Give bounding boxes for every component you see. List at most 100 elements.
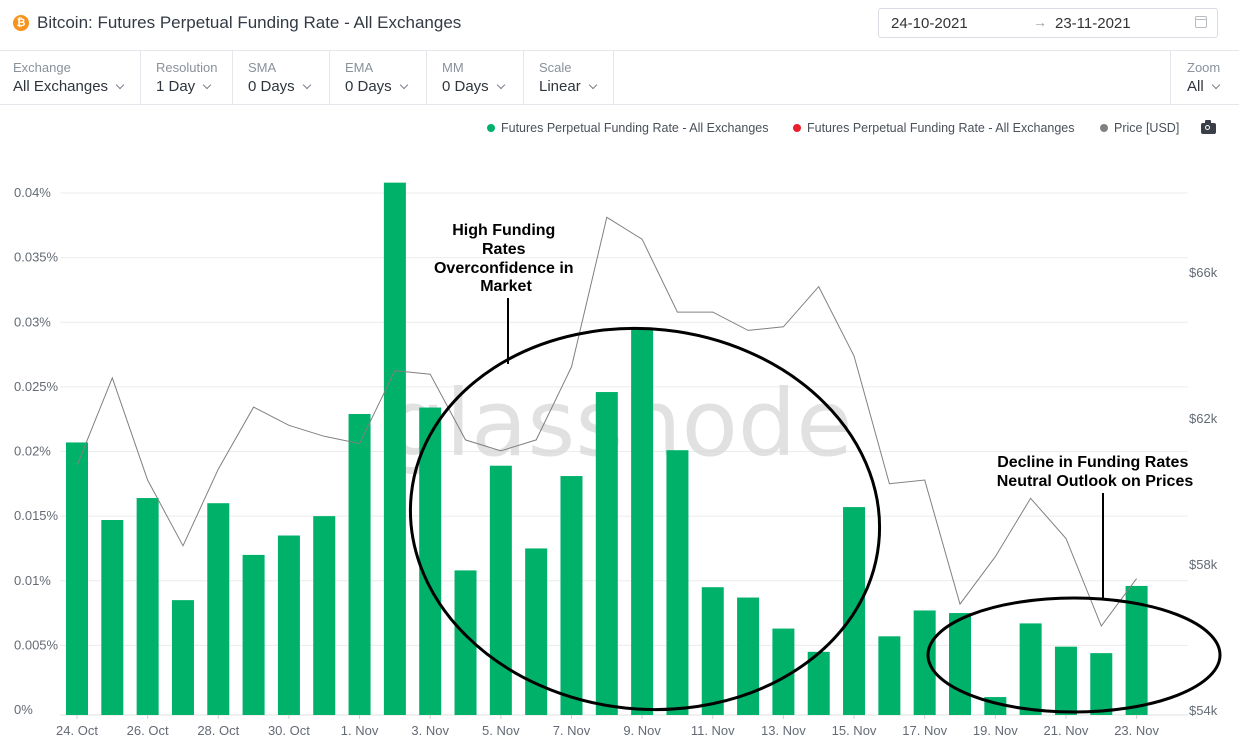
arrow-right-icon: → bbox=[1033, 14, 1047, 30]
annotation-ellipse bbox=[926, 596, 1222, 714]
annotation-line: Overconfidence in bbox=[434, 260, 574, 277]
sma-dropdown[interactable]: SMA 0 Days bbox=[233, 51, 330, 104]
y-right-tick-label: $62k bbox=[1189, 411, 1218, 426]
mm-value: 0 Days bbox=[442, 78, 489, 95]
legend-item-price[interactable]: Price [USD] bbox=[1100, 121, 1179, 135]
funding-rate-bar[interactable] bbox=[454, 570, 477, 715]
annotation-line: Decline in Funding Rates bbox=[997, 454, 1188, 471]
x-tick-label: 15. Nov bbox=[832, 723, 877, 738]
resolution-dropdown[interactable]: Resolution 1 Day bbox=[141, 51, 233, 104]
funding-rate-bar[interactable] bbox=[171, 600, 194, 715]
y-left-tick-label: 0.01% bbox=[14, 573, 51, 588]
funding-rate-bar[interactable] bbox=[101, 520, 124, 715]
funding-rate-bar[interactable] bbox=[666, 450, 689, 715]
resolution-value: 1 Day bbox=[156, 78, 196, 95]
funding-rate-bar[interactable] bbox=[701, 587, 724, 715]
date-end-input[interactable]: 23-11-2021 bbox=[1055, 15, 1131, 32]
funding-rate-bar[interactable] bbox=[207, 503, 230, 715]
funding-rate-bar[interactable] bbox=[1125, 585, 1148, 715]
funding-rate-bar[interactable] bbox=[913, 610, 936, 715]
camera-icon[interactable] bbox=[1201, 120, 1216, 134]
scale-dropdown[interactable]: Scale Linear bbox=[524, 51, 614, 104]
x-tick-label: 9. Nov bbox=[623, 723, 661, 738]
chart-controls: Exchange All Exchanges Resolution 1 Day … bbox=[0, 50, 1239, 105]
x-tick-label: 30. Oct bbox=[268, 723, 310, 738]
page-title: Bitcoin: Futures Perpetual Funding Rate … bbox=[37, 13, 462, 32]
x-tick-label: 23. Nov bbox=[1114, 723, 1159, 738]
x-tick-label: 24. Oct bbox=[56, 723, 98, 738]
legend-item-funding-positive[interactable]: Futures Perpetual Funding Rate - All Exc… bbox=[487, 121, 769, 135]
funding-rate-bar[interactable] bbox=[313, 516, 336, 715]
watermark: glassnode bbox=[387, 370, 853, 477]
y-left-tick-label: 0.02% bbox=[14, 444, 51, 459]
x-tick-label: 19. Nov bbox=[973, 723, 1018, 738]
exchange-value: All Exchanges bbox=[13, 78, 109, 95]
legend-label: Futures Perpetual Funding Rate - All Exc… bbox=[501, 121, 769, 135]
x-tick-label: 5. Nov bbox=[482, 723, 520, 738]
funding-rate-bar[interactable] bbox=[878, 636, 901, 715]
y-axis-left: 0% 0.005% 0.01% 0.015% 0.02% 0.025% 0.03% 0.035… bbox=[14, 185, 59, 717]
resolution-label: Resolution bbox=[156, 60, 218, 75]
scale-value: Linear bbox=[539, 78, 581, 95]
mm-dropdown[interactable]: MM 0 Days bbox=[427, 51, 524, 104]
ema-value: 0 Days bbox=[345, 78, 392, 95]
x-tick-label: 1. Nov bbox=[341, 723, 379, 738]
funding-rate-bar[interactable] bbox=[136, 498, 159, 715]
legend-item-funding-negative[interactable]: Futures Perpetual Funding Rate - All Exc… bbox=[793, 121, 1075, 135]
exchange-label: Exchange bbox=[13, 60, 71, 75]
svg-text:High Funding Rates: High Funding Rates Overconfidence in Mar… bbox=[434, 222, 578, 295]
funding-rate-bar[interactable] bbox=[807, 651, 830, 715]
annotation-line: Neutral Outlook on Prices bbox=[997, 473, 1194, 490]
x-tick-label: 3. Nov bbox=[411, 723, 449, 738]
date-range-picker[interactable]: 24-10-2021 → 23-11-2021 bbox=[878, 8, 1218, 38]
funding-rate-bar[interactable] bbox=[949, 613, 971, 715]
calendar-icon[interactable] bbox=[1195, 16, 1207, 28]
funding-rate-bar[interactable] bbox=[1090, 653, 1113, 715]
chart-legend: Futures Perpetual Funding Rate - All Exc… bbox=[0, 121, 1239, 139]
x-tick-label: 28. Oct bbox=[197, 723, 239, 738]
y-right-tick-label: $66k bbox=[1189, 265, 1218, 280]
x-tick-label: 11. Nov bbox=[691, 723, 735, 738]
legend-label: Futures Perpetual Funding Rate - All Exc… bbox=[807, 121, 1075, 135]
mm-label: MM bbox=[442, 60, 464, 75]
funding-rate-bar[interactable] bbox=[525, 548, 548, 715]
sma-label: SMA bbox=[248, 60, 277, 75]
zoom-dropdown[interactable]: Zoom All bbox=[1170, 51, 1239, 104]
bitcoin-icon: ₿ bbox=[13, 15, 29, 31]
zoom-value: All bbox=[1187, 78, 1204, 95]
date-start-input[interactable]: 24-10-2021 bbox=[891, 15, 968, 32]
funding-rate-bar[interactable] bbox=[560, 476, 583, 715]
funding-rate-bar[interactable] bbox=[1019, 623, 1042, 715]
ema-dropdown[interactable]: EMA 0 Days bbox=[330, 51, 427, 104]
grid-lines bbox=[60, 192, 1188, 716]
x-tick-label: 13. Nov bbox=[761, 723, 806, 738]
svg-text:Decline in Funding Rates: Decline in Funding Rates Neutral Outlook… bbox=[997, 454, 1194, 490]
funding-rate-bar[interactable] bbox=[66, 442, 88, 715]
funding-rate-bar[interactable] bbox=[631, 328, 654, 715]
funding-rate-bar[interactable] bbox=[348, 414, 371, 715]
y-left-tick-label: 0.005% bbox=[14, 637, 59, 652]
x-tick-label: 26. Oct bbox=[127, 723, 169, 738]
bar-series bbox=[66, 182, 1148, 715]
funding-rate-bar[interactable] bbox=[1054, 646, 1077, 715]
funding-rate-bar[interactable] bbox=[383, 182, 406, 715]
exchange-dropdown[interactable]: Exchange All Exchanges bbox=[0, 51, 141, 104]
funding-rate-bar[interactable] bbox=[772, 628, 795, 715]
annotation-decline: Decline in Funding Rates Neutral Outlook… bbox=[926, 454, 1222, 714]
y-right-tick-label: $58k bbox=[1189, 557, 1218, 572]
scale-label: Scale bbox=[539, 60, 572, 75]
y-left-tick-label: 0.04% bbox=[14, 185, 51, 200]
y-left-tick-label: 0.025% bbox=[14, 379, 59, 394]
y-axis-right: $54k $58k $62k $66k bbox=[1189, 265, 1218, 718]
annotation-high-funding: High Funding Rates Overconfidence in Mar… bbox=[408, 222, 882, 712]
funding-rate-bar[interactable] bbox=[242, 554, 265, 715]
x-tick-label: 17. Nov bbox=[902, 723, 947, 738]
funding-rate-bar[interactable] bbox=[489, 465, 512, 715]
red-dot-icon bbox=[793, 124, 801, 132]
funding-rate-bar[interactable] bbox=[419, 407, 442, 715]
funding-rate-bar[interactable] bbox=[277, 535, 300, 715]
green-dot-icon bbox=[487, 124, 495, 132]
funding-rate-bar[interactable] bbox=[737, 597, 760, 715]
funding-rate-bar[interactable] bbox=[595, 392, 618, 715]
x-tick-label: 21. Nov bbox=[1044, 723, 1089, 738]
